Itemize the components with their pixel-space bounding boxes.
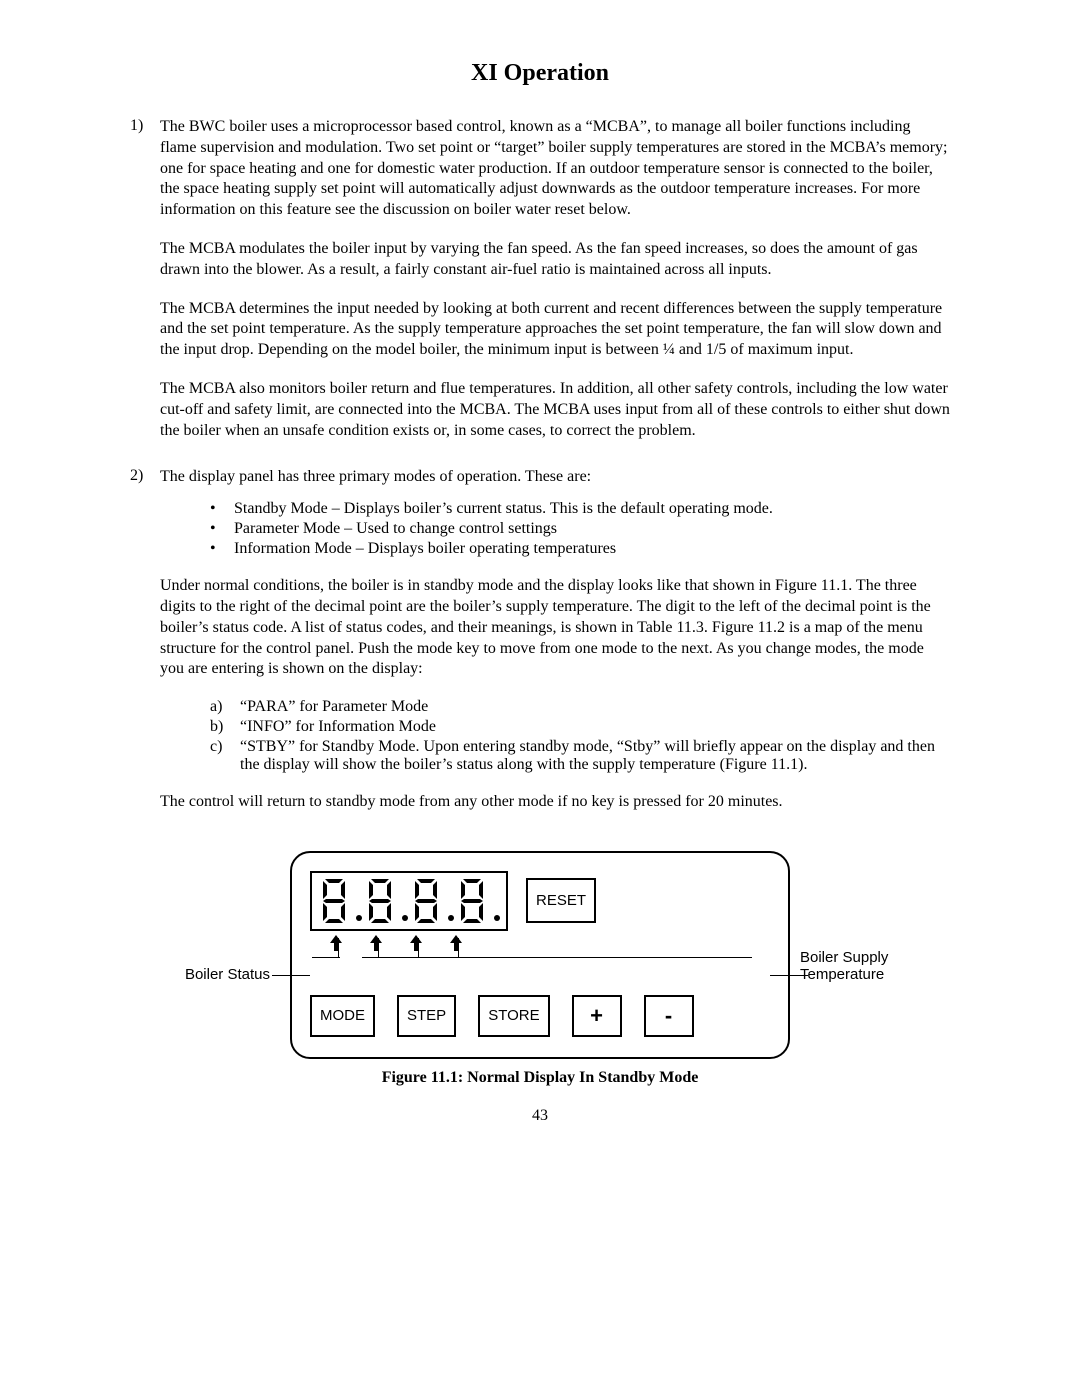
digit-4 — [456, 877, 492, 925]
top-row: RESET — [310, 871, 770, 931]
bullet-list: • Standby Mode – Displays boiler’s curre… — [160, 500, 950, 558]
figure-caption: Figure 11.1: Normal Display In Standby M… — [130, 1069, 950, 1087]
sub-mark-b: b) — [210, 718, 240, 736]
digit-8-icon — [457, 877, 491, 925]
section-2-after: Under normal conditions, the boiler is i… — [160, 576, 950, 680]
control-panel: Boiler Status Boiler Supply Temperature — [290, 851, 790, 1059]
arrows-row — [310, 935, 770, 951]
sub-mark-c: c) — [210, 738, 240, 774]
section-1-para-0: The BWC boiler uses a microprocessor bas… — [160, 117, 950, 221]
status-vline — [338, 938, 339, 958]
dot-2 — [402, 915, 408, 921]
section-1: 1) The BWC boiler uses a microprocessor … — [130, 117, 950, 459]
minus-button[interactable]: - — [644, 995, 694, 1037]
sub-list: a) “PARA” for Parameter Mode b) “INFO” f… — [160, 698, 950, 774]
sub-text-c: “STBY” for Standby Mode. Upon entering s… — [240, 738, 950, 774]
store-button[interactable]: STORE — [478, 995, 549, 1037]
supply-v1 — [378, 938, 379, 958]
seven-segment-display — [310, 871, 508, 931]
dot-4 — [494, 915, 500, 921]
supply-v3 — [458, 938, 459, 958]
plus-button[interactable]: + — [572, 995, 622, 1037]
bullet-item-0: • Standby Mode – Displays boiler’s curre… — [210, 500, 950, 518]
digit-3 — [410, 877, 446, 925]
bullet-text-2: Information Mode – Displays boiler opera… — [234, 540, 616, 558]
sub-item-a: a) “PARA” for Parameter Mode — [210, 698, 950, 716]
section-2-tail: The control will return to standby mode … — [160, 792, 950, 813]
dot-3 — [448, 915, 454, 921]
mode-button[interactable]: MODE — [310, 995, 375, 1037]
panel-frame: RESET MODE STEP STORE + - — [290, 851, 790, 1059]
up-arrow-icon — [410, 935, 422, 951]
bullet-mark: • — [210, 540, 234, 558]
step-button[interactable]: STEP — [397, 995, 456, 1037]
reset-button[interactable]: RESET — [526, 878, 596, 923]
section-1-num: 1) — [130, 117, 160, 459]
bullet-item-2: • Information Mode – Displays boiler ope… — [210, 540, 950, 558]
digit-2 — [364, 877, 400, 925]
supply-hline — [362, 957, 752, 958]
section-2-intro: The display panel has three primary mode… — [160, 467, 950, 488]
dot-1 — [356, 915, 362, 921]
digit-8-icon — [365, 877, 399, 925]
status-hline — [312, 957, 340, 958]
page-number: 43 — [130, 1107, 950, 1125]
bullet-text-0: Standby Mode – Displays boiler’s current… — [234, 500, 773, 518]
section-1-para-1: The MCBA modulates the boiler input by v… — [160, 239, 950, 281]
bullet-text-1: Parameter Mode – Used to change control … — [234, 520, 557, 538]
section-1-para-3: The MCBA also monitors boiler return and… — [160, 379, 950, 441]
label-boiler-supply-temp: Boiler Supply Temperature — [800, 949, 920, 983]
bullet-mark: • — [210, 520, 234, 538]
sub-text-b: “INFO” for Information Mode — [240, 718, 950, 736]
bullet-mark: • — [210, 500, 234, 518]
bottom-row: MODE STEP STORE + - — [310, 995, 770, 1037]
page-title: XI Operation — [130, 60, 950, 87]
up-arrow-icon — [450, 935, 462, 951]
label-right-l2: Temperature — [800, 966, 884, 983]
sub-text-a: “PARA” for Parameter Mode — [240, 698, 950, 716]
up-arrow-icon — [330, 935, 342, 951]
sub-mark-a: a) — [210, 698, 240, 716]
digit-8-icon — [319, 877, 353, 925]
sub-item-b: b) “INFO” for Information Mode — [210, 718, 950, 736]
bullet-item-1: • Parameter Mode – Used to change contro… — [210, 520, 950, 538]
section-2: 2) The display panel has three primary m… — [130, 467, 950, 831]
digit-8-icon — [411, 877, 445, 925]
digit-1 — [318, 877, 354, 925]
section-1-para-2: The MCBA determines the input needed by … — [160, 299, 950, 361]
figure-11-1: Boiler Status Boiler Supply Temperature — [130, 851, 950, 1087]
sub-item-c: c) “STBY” for Standby Mode. Upon enterin… — [210, 738, 950, 774]
supply-v2 — [418, 938, 419, 958]
section-2-num: 2) — [130, 467, 160, 831]
label-boiler-status: Boiler Status — [160, 966, 270, 983]
up-arrow-icon — [370, 935, 382, 951]
label-right-l1: Boiler Supply — [800, 949, 888, 966]
